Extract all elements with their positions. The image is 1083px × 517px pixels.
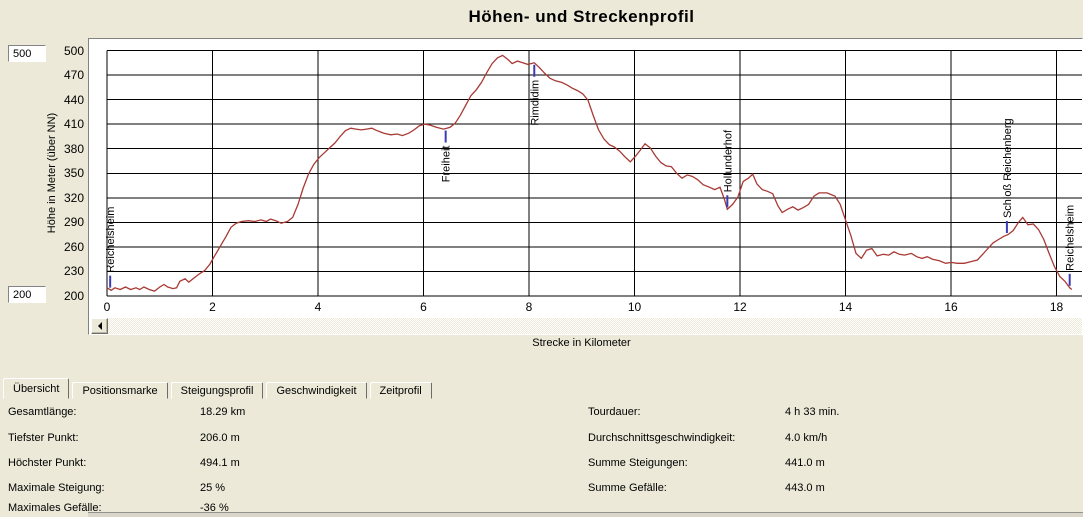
horizontal-scrollbar[interactable] [91, 318, 1082, 334]
y-tick-label: 440 [63, 92, 84, 107]
scroll-left-button[interactable] [91, 318, 108, 334]
y-tick-label: 470 [63, 68, 84, 83]
stat-value: 441.0 m [785, 457, 825, 469]
stat-value: 4 h 33 min. [785, 406, 840, 418]
x-tick-label: 2 [209, 300, 216, 314]
elevation-profile-line [106, 54, 1073, 292]
y-tick-label: 230 [63, 264, 84, 279]
stat-label: Maximale Steigung: [8, 482, 105, 494]
x-tick-label: 16 [944, 300, 958, 314]
stat-value: 25 % [200, 482, 226, 494]
tab-zeitprofil[interactable]: Zeitprofil [369, 382, 432, 399]
tab-geschwindigkeit[interactable]: Geschwindigkeit [266, 382, 367, 399]
plot-area: 0 2 4 6 8 10 12 14 16 18 Reichelsheim Freiheit Rimdi… [104, 50, 1082, 314]
x-tick-label: 14 [839, 300, 853, 314]
x-tick-label: 10 [628, 300, 642, 314]
stat-label: Durchschnittsgeschwindigkeit: [588, 432, 736, 444]
x-tick-label: 4 [315, 300, 322, 314]
bottom-scrollbar-edge [88, 512, 1083, 517]
page-title: Höhen- und Streckenprofil [468, 7, 695, 26]
stat-value: 494.1 m [200, 457, 240, 469]
y-tick-label: 380 [63, 141, 84, 156]
x-tick-label: 18 [1050, 300, 1064, 314]
y-min-input[interactable] [8, 286, 46, 303]
waypoint-label: Schloß Reichenberg [1002, 118, 1014, 218]
y-max-input[interactable] [8, 45, 46, 62]
x-tick-label: 8 [526, 300, 533, 314]
y-tick-label: 320 [63, 190, 84, 205]
x-tick-label: 12 [733, 300, 747, 314]
stat-label: Summe Gefälle: [588, 482, 667, 494]
stat-value: 4.0 km/h [785, 432, 828, 444]
left-arrow-icon [97, 322, 102, 330]
y-tick-label: 260 [63, 239, 84, 254]
stat-value: 443.0 m [785, 482, 825, 494]
y-tick-label: 410 [63, 117, 84, 132]
stat-value: -36 % [200, 502, 229, 514]
x-tick-label: 0 [104, 300, 111, 314]
stat-label: Tiefster Punkt: [8, 432, 79, 444]
scrollbar-track[interactable] [108, 318, 1082, 334]
tab-steigungsprofil[interactable]: Steigungsprofil [170, 382, 264, 399]
tab-uebersicht[interactable]: Übersicht [3, 378, 70, 399]
waypoint-label: Freiheit [441, 146, 453, 183]
x-tick-label: 6 [420, 300, 427, 314]
stat-label: Maximales Gefälle: [8, 502, 102, 514]
stat-label: Gesamtlänge: [8, 406, 77, 418]
tab-bar: Übersicht Positionsmarke Steigungsprofil… [3, 378, 435, 399]
waypoint-label: Reichelsheim [105, 207, 117, 273]
y-tick-label: 290 [63, 215, 84, 230]
stat-label: Summe Steigungen: [588, 457, 688, 469]
waypoint-label: Rimdidim [529, 80, 541, 126]
tab-positionsmarke[interactable]: Positionsmarke [72, 382, 168, 399]
waypoint-label: Hollunderhof [722, 129, 734, 192]
stat-label: Tourdauer: [588, 406, 641, 418]
x-axis-title: Strecke in Kilometer [532, 337, 631, 349]
y-tick-label: 200 [63, 289, 84, 303]
stat-value: 18.29 km [200, 406, 246, 418]
stat-label: Höchster Punkt: [8, 457, 87, 469]
stat-value: 206.0 m [200, 432, 240, 444]
y-tick-label: 350 [63, 166, 84, 181]
waypoint-label: Reichelsheim [1065, 205, 1077, 271]
y-tick-label: 500 [63, 43, 84, 58]
chart-panel: 0 2 4 6 8 10 12 14 16 18 Reichelsheim Freiheit Rimdi… [88, 38, 1083, 335]
